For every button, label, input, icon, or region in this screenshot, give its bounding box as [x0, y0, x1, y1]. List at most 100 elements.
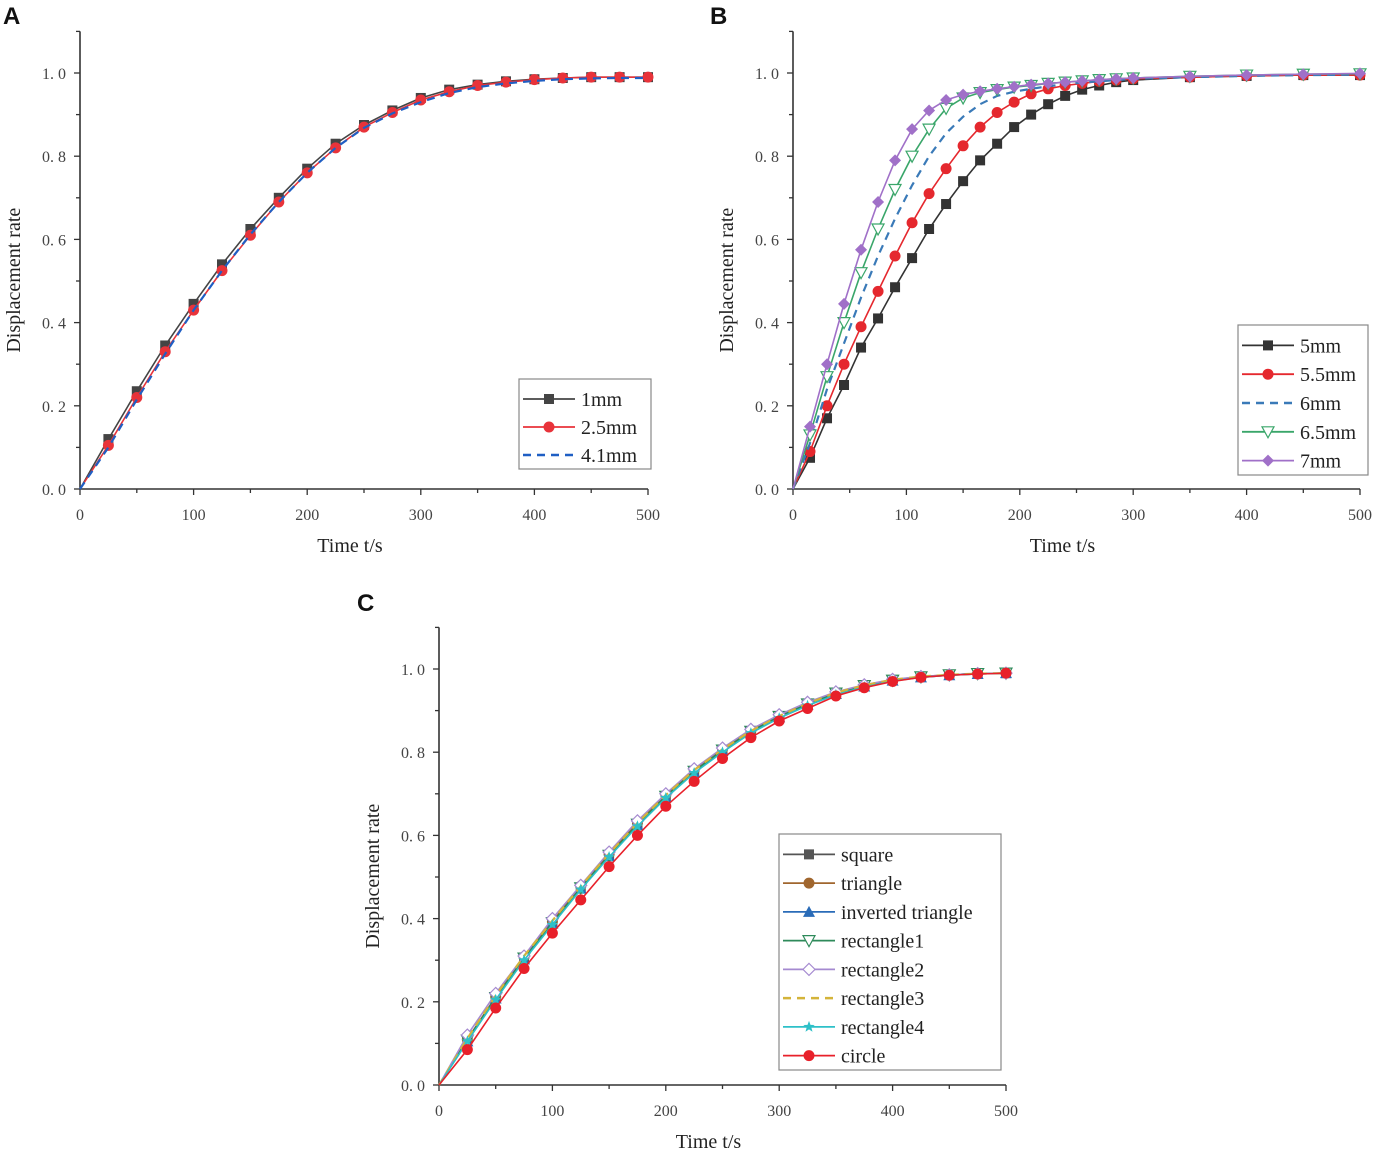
marker-diamond [957, 88, 970, 101]
marker-diamond [889, 154, 902, 167]
marker-circle [102, 439, 114, 451]
marker-square [822, 413, 833, 424]
legend-label: rectangle2 [841, 959, 924, 981]
marker-inverted-triangle [905, 150, 920, 164]
marker-star [803, 1020, 815, 1032]
marker-diamond [1262, 454, 1274, 467]
marker-inverted-triangle [1260, 426, 1276, 440]
marker-circle [773, 715, 785, 727]
panel-c: C 0 100 200 300 400 500 0. 0 0. 2 0. 4 0. 6 0. 8 1. … [357, 590, 1018, 1153]
marker-diamond [991, 82, 1004, 95]
y-tick-label: 0. 0 [755, 482, 779, 499]
marker-diamond [802, 962, 816, 977]
marker-circle [991, 107, 1003, 119]
legend-item: 4.1mm [523, 445, 638, 467]
marker-circle [461, 1044, 473, 1056]
y-tick-label: 0. 2 [401, 995, 425, 1012]
marker-square [245, 224, 256, 234]
legend-label: square [841, 844, 893, 866]
marker-square [992, 138, 1003, 149]
marker-square [1009, 122, 1020, 133]
marker-diamond [1110, 72, 1123, 85]
y-tick-label: 1. 0 [42, 66, 66, 83]
marker-square [805, 452, 816, 463]
marker-diamond [1297, 68, 1310, 81]
marker-diamond [872, 195, 885, 208]
marker-circle [974, 121, 986, 133]
series-circle [438, 667, 1012, 1086]
marker-square [1263, 340, 1273, 351]
series-line [79, 76, 648, 490]
legend-label: 5.5mm [1300, 364, 1357, 386]
panel-a: A 0 100 200 300 400 500 0. 0 0. 2 0. 4 0. 6 0. 8 1. … [3, 3, 660, 557]
marker-circle [1262, 368, 1274, 380]
legend: square triangle inverted triangle rectangle… [778, 833, 1002, 1071]
legend-item: inverted triangle [783, 902, 973, 924]
legend: 1mm 2.5mm 4.1mm [518, 378, 652, 470]
marker-star [688, 767, 700, 778]
legend-label: 2.5mm [581, 417, 638, 439]
marker-diamond [1127, 71, 1140, 84]
legend-item: 1mm [523, 389, 623, 411]
marker-diamond [804, 420, 817, 433]
x-tick-label: 300 [1121, 507, 1145, 524]
marker-square [924, 224, 935, 234]
marker-circle [943, 669, 955, 681]
marker-circle [1025, 88, 1037, 100]
legend-item: rectangle3 [783, 988, 924, 1010]
marker-circle [872, 285, 884, 297]
legend-label: rectangle4 [841, 1017, 924, 1039]
legend-item: triangle [783, 873, 902, 895]
marker-triangle [803, 905, 815, 917]
marker-circle [543, 421, 555, 433]
marker-circle [585, 71, 597, 83]
x-tick-label: 0 [76, 507, 84, 524]
series-7mm [792, 67, 1366, 490]
y-tick-label: 1. 0 [401, 662, 425, 679]
marker-square [160, 340, 171, 351]
marker-square [217, 259, 227, 270]
marker-star [660, 792, 672, 803]
legend-box [778, 833, 1002, 1071]
marker-circle [500, 76, 512, 88]
legend-item: 6mm [1242, 393, 1342, 415]
marker-square [941, 199, 952, 210]
legend-item: 6.5mm [1242, 422, 1357, 444]
marker-inverted-triangle [801, 935, 817, 948]
legend-item: circle [783, 1046, 886, 1068]
y-tick-label: 0. 6 [755, 232, 779, 249]
x-tick-label: 100 [540, 1103, 564, 1120]
marker-square [856, 342, 867, 353]
x-tick-label: 0 [789, 507, 797, 524]
marker-circle [858, 682, 870, 694]
legend-item: 5mm [1242, 335, 1342, 357]
marker-square [975, 155, 986, 166]
panel-label: B [710, 3, 727, 30]
y-tick-label: 1. 0 [755, 66, 779, 83]
marker-diamond [1093, 73, 1106, 86]
marker-diamond [1240, 69, 1253, 82]
marker-circle [159, 346, 171, 358]
y-tick-label: 0. 4 [401, 912, 425, 929]
legend-label: 6.5mm [1300, 422, 1357, 444]
y-tick-label: 0. 2 [755, 399, 779, 416]
marker-circle [802, 703, 814, 715]
marker-circle [546, 927, 558, 939]
y-axis-label: Displacement rate [3, 208, 25, 353]
marker-diamond [1354, 67, 1366, 80]
marker-diamond [821, 358, 834, 371]
marker-inverted-triangle [871, 223, 886, 237]
x-tick-label: 400 [522, 507, 546, 524]
marker-circle [660, 800, 672, 812]
marker-square [1026, 109, 1037, 120]
marker-square [1043, 99, 1054, 110]
marker-circle [603, 861, 615, 873]
marker-circle [717, 752, 728, 764]
legend-item: square [783, 844, 893, 866]
marker-circle [575, 894, 587, 906]
y-tick-label: 0. 6 [401, 828, 425, 845]
legend-label: circle [841, 1046, 886, 1068]
legend-label: triangle [841, 873, 902, 895]
panel-b: B 0 100 200 300 400 500 0. 0 0. 2 0. 4 0. 6 0. 8 1. … [710, 3, 1372, 557]
